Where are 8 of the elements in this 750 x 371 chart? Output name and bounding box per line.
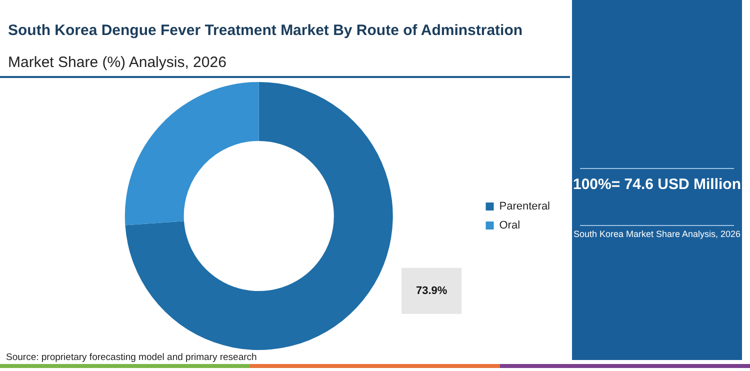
text: 100%= 74.6 USD Million (572, 176, 742, 193)
text: South Korea Market Share Analysis, 2026 (572, 229, 742, 239)
source-note: Source: proprietary forecasting model and primary research (6, 352, 257, 363)
legend-label: Oral (499, 220, 520, 232)
chart-title: South Korea Dengue Fever Treatment Market By Route of Adminstration (8, 22, 523, 39)
chart-subtitle: Market Share (%) Analysis, 2026 (8, 54, 226, 71)
legend-label: Parenteral (499, 200, 550, 213)
data-label: 73.9% (416, 284, 448, 297)
